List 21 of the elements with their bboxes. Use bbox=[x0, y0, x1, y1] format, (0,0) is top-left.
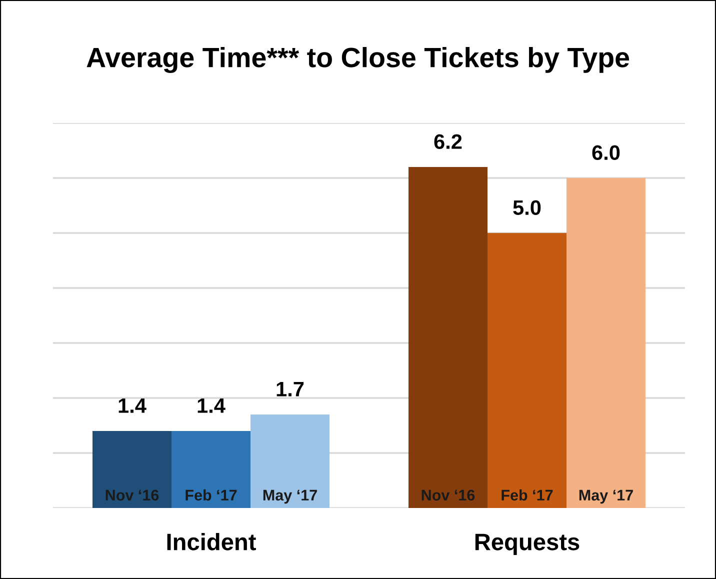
data-label: 5.0 bbox=[513, 200, 541, 215]
x-tick-label: Requests bbox=[475, 534, 580, 556]
bar bbox=[408, 167, 488, 508]
bar bbox=[566, 178, 646, 508]
bar bbox=[250, 414, 330, 508]
chart-title: Average Time*** to Close Tickets by Type bbox=[86, 46, 630, 74]
text: Feb ‘17 bbox=[502, 489, 553, 501]
text: May ‘17 bbox=[579, 490, 633, 504]
data-label: 1.7 bbox=[276, 382, 304, 396]
series-label: Nov ‘16 bbox=[106, 490, 159, 501]
data-label: 1.4 bbox=[198, 398, 226, 413]
data-label: 1.4 bbox=[118, 398, 146, 413]
bar bbox=[488, 233, 566, 508]
bar bbox=[172, 431, 250, 508]
data-label: 6.2 bbox=[434, 134, 462, 149]
bar bbox=[92, 431, 172, 508]
series-label: Feb ‘17 bbox=[186, 489, 237, 501]
text: Nov ‘16 bbox=[422, 490, 475, 501]
data-label: 6.0 bbox=[592, 145, 620, 160]
series-label: May ‘17 bbox=[263, 490, 317, 504]
x-tick-label: Incident bbox=[167, 533, 256, 550]
